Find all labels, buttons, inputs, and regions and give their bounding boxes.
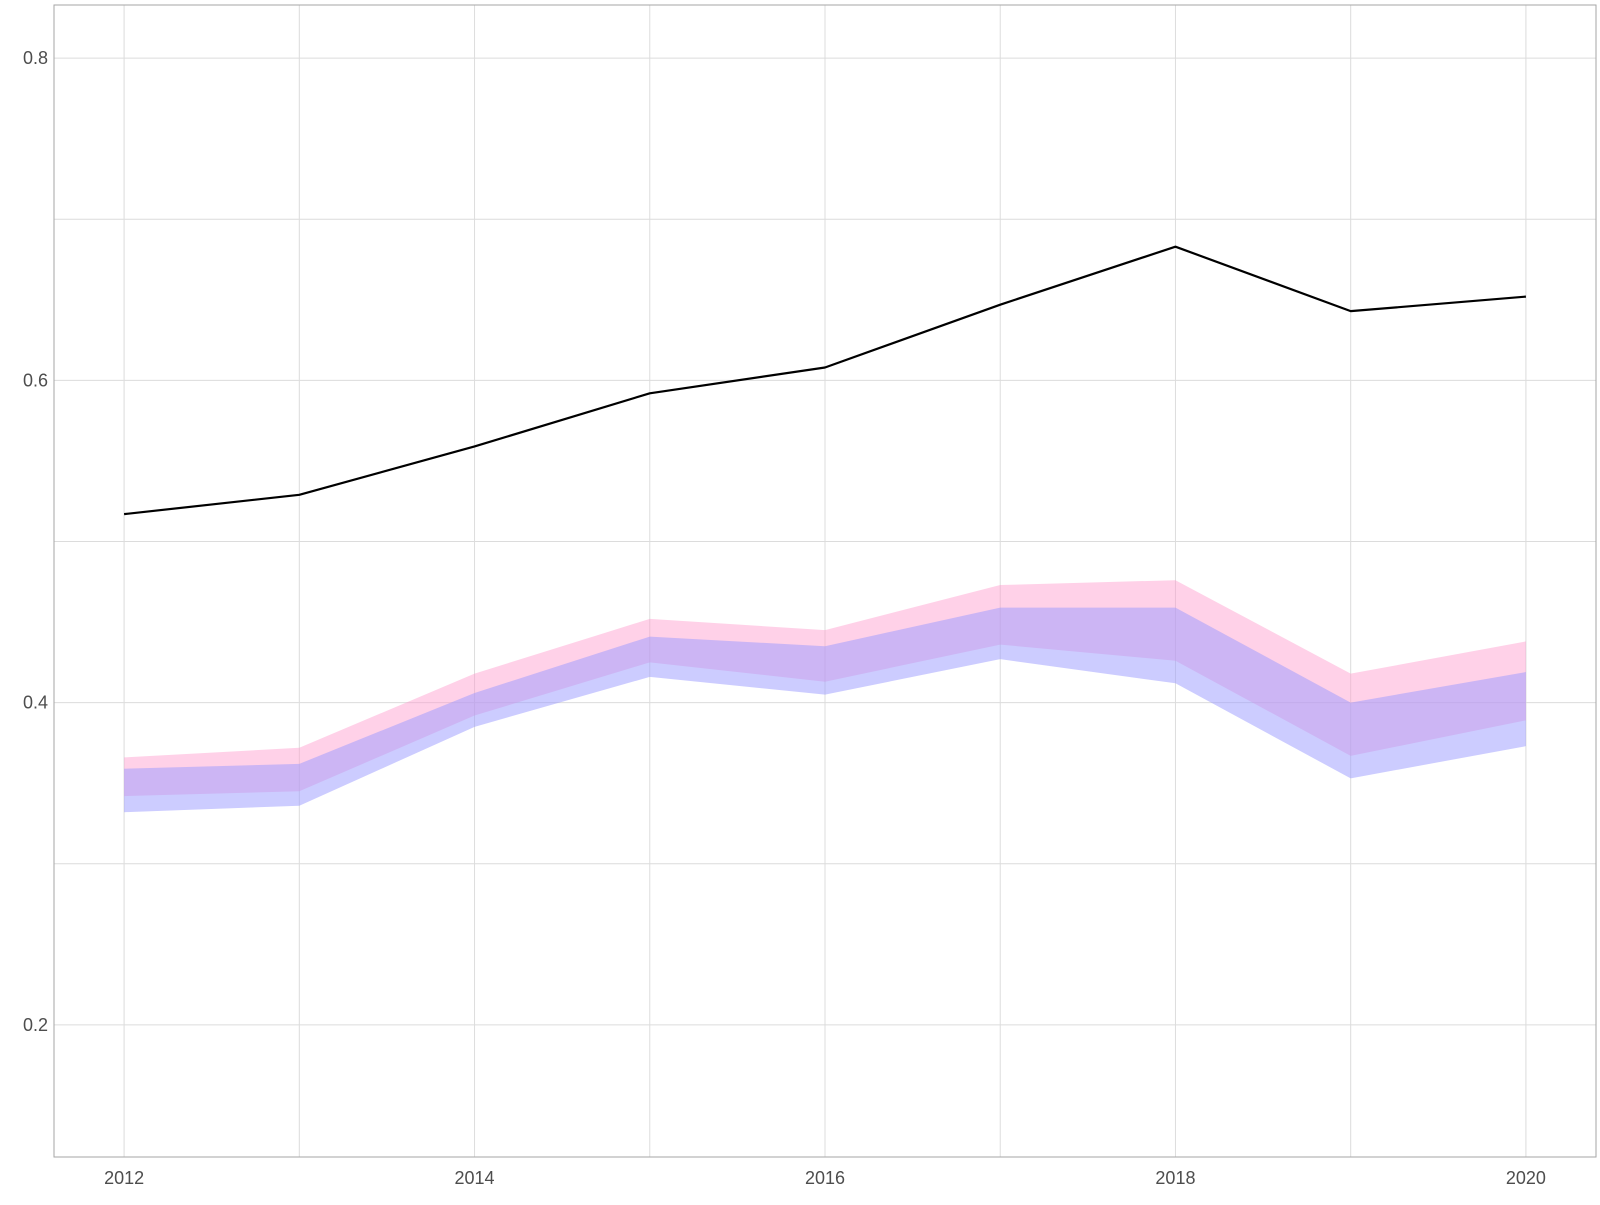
- lines: [123, 245, 1526, 516]
- series-line-0: [123, 245, 1526, 516]
- x-tick-label: 2014: [455, 1168, 495, 1188]
- x-axis-ticks: 2012 2014 2016 2018 2020: [104, 1168, 1546, 1188]
- x-tick-label: 2018: [1155, 1168, 1195, 1188]
- confidence-band-1: [124, 607, 1526, 813]
- x-tick-label: 2020: [1506, 1168, 1546, 1188]
- plot-panel-border: [53, 4, 1597, 1158]
- grid: [54, 5, 1596, 1157]
- y-tick-label: 0.2: [23, 1015, 48, 1035]
- y-axis-ticks: 0.2 0.4 0.6 0.8: [23, 48, 48, 1035]
- y-tick-label: 0.8: [23, 48, 48, 68]
- bands: [124, 580, 1526, 813]
- y-tick-label: 0.6: [23, 370, 48, 390]
- x-tick-label: 2012: [104, 1168, 144, 1188]
- y-tick-label: 0.4: [23, 693, 48, 713]
- x-tick-label: 2016: [805, 1168, 845, 1188]
